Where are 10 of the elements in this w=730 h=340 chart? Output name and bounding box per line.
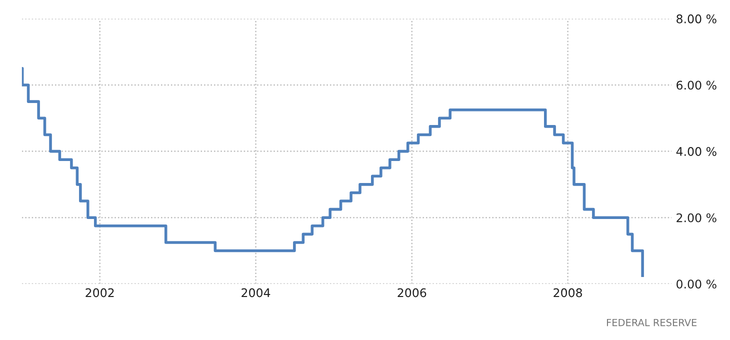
y-tick-label: 0.00 %: [676, 280, 716, 289]
x-tick-label: 2006: [398, 288, 426, 298]
x-tick-label: 2004: [242, 288, 270, 298]
y-tick-label: 8.00 %: [676, 14, 716, 24]
y-tick-label: 2.00 %: [676, 213, 716, 222]
x-tick-label: 2002: [86, 288, 114, 298]
y-tick-label: 6.00 %: [676, 80, 716, 90]
y-tick-label: 4.00 %: [676, 147, 716, 156]
text: FEDERAL RESERVE: [606, 318, 697, 326]
x-tick-label: 2008: [554, 288, 582, 298]
